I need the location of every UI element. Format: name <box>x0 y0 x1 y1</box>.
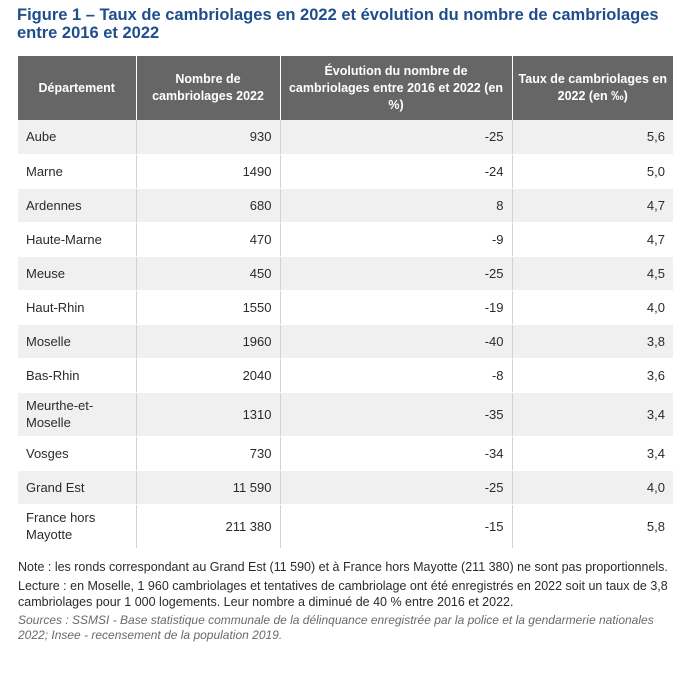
lecture-text: Lecture : en Moselle, 1 960 cambriolages… <box>18 579 668 609</box>
cell-nombre: 2040 <box>136 358 281 393</box>
cell-taux: 4,5 <box>512 256 673 291</box>
note-text: Note : les ronds correspondant au Grand … <box>18 560 668 574</box>
cell-departement: Moselle <box>18 324 137 359</box>
table-row: Meurthe-et-Moselle 1310 -35 3,4 <box>18 392 673 437</box>
column-header-evolution: Évolution du nombre de cambriolages entr… <box>280 56 513 120</box>
cell-taux: 4,7 <box>512 188 673 223</box>
cell-evolution: -24 <box>280 154 513 189</box>
cell-departement: Meurthe-et-Moselle <box>18 392 137 437</box>
cell-taux: 4,0 <box>512 470 673 505</box>
cell-nombre: 450 <box>136 256 281 291</box>
table-row: Marne 1490 -24 5,0 <box>18 154 673 189</box>
cell-departement: Marne <box>18 154 137 189</box>
cell-taux: 5,0 <box>512 154 673 189</box>
cell-taux: 3,6 <box>512 358 673 393</box>
cell-evolution: -25 <box>280 120 513 155</box>
table-row: Moselle 1960 -40 3,8 <box>18 324 673 359</box>
table-row: Haut-Rhin 1550 -19 4,0 <box>18 290 673 325</box>
cell-departement: Haut-Rhin <box>18 290 137 325</box>
table-row: Aube 930 -25 5,6 <box>18 120 673 155</box>
cell-departement: Meuse <box>18 256 137 291</box>
column-header-taux: Taux de cambriolages en 2022 (en ‰) <box>512 56 673 120</box>
sources-text: Sources : SSMSI - Base statistique commu… <box>18 613 654 642</box>
table-row: Grand Est 11 590 -25 4,0 <box>18 470 673 505</box>
cell-nombre: 730 <box>136 436 281 471</box>
cell-taux: 4,7 <box>512 222 673 257</box>
cell-taux: 5,6 <box>512 120 673 155</box>
cell-nombre: 930 <box>136 120 281 155</box>
cell-evolution: -35 <box>280 392 513 437</box>
cell-taux: 3,8 <box>512 324 673 359</box>
cell-departement: France hors Mayotte <box>18 504 137 549</box>
cell-taux: 4,0 <box>512 290 673 325</box>
cell-taux: 3,4 <box>512 436 673 471</box>
cell-nombre: 680 <box>136 188 281 223</box>
cell-evolution: -25 <box>280 470 513 505</box>
table-row: Bas-Rhin 2040 -8 3,6 <box>18 358 673 393</box>
cell-nombre: 1490 <box>136 154 281 189</box>
cell-departement: Grand Est <box>18 470 137 505</box>
cell-departement: Vosges <box>18 436 137 471</box>
figure-title: Figure 1 – Taux de cambriolages en 2022 … <box>17 6 659 42</box>
table-row: Meuse 450 -25 4,5 <box>18 256 673 291</box>
cell-evolution: -9 <box>280 222 513 257</box>
cell-evolution: -25 <box>280 256 513 291</box>
cell-evolution: 8 <box>280 188 513 223</box>
cell-nombre: 211 380 <box>136 504 281 549</box>
cell-evolution: -15 <box>280 504 513 549</box>
cell-nombre: 1550 <box>136 290 281 325</box>
cell-departement: Aube <box>18 120 137 155</box>
table-body: Aube 930 -25 5,6 Marne 1490 -24 5,0 Ardennes 680 8… <box>18 120 673 549</box>
cell-departement: Ardennes <box>18 188 137 223</box>
cell-taux: 5,8 <box>512 504 673 549</box>
column-header-departement: Département <box>18 56 137 120</box>
notes-block: Note : les ronds correspondant au Grand … <box>18 559 673 646</box>
cell-nombre: 11 590 <box>136 470 281 505</box>
table-header-row: Département Nombre de cambriolages 2022 … <box>18 56 673 120</box>
cell-departement: Haute-Marne <box>18 222 137 257</box>
column-header-nombre: Nombre de cambriolages 2022 <box>136 56 281 120</box>
data-table: Département Nombre de cambriolages 2022 … <box>18 56 673 549</box>
cell-departement: Bas-Rhin <box>18 358 137 393</box>
cell-taux: 3,4 <box>512 392 673 437</box>
cell-evolution: -40 <box>280 324 513 359</box>
table-row: Haute-Marne 470 -9 4,7 <box>18 222 673 257</box>
cell-evolution: -19 <box>280 290 513 325</box>
cell-nombre: 1310 <box>136 392 281 437</box>
table-row: Vosges 730 -34 3,4 <box>18 436 673 471</box>
cell-evolution: -8 <box>280 358 513 393</box>
cell-evolution: -34 <box>280 436 513 471</box>
cell-nombre: 1960 <box>136 324 281 359</box>
table-row: France hors Mayotte 211 380 -15 5,8 <box>18 504 673 549</box>
table-row: Ardennes 680 8 4,7 <box>18 188 673 223</box>
cell-nombre: 470 <box>136 222 281 257</box>
